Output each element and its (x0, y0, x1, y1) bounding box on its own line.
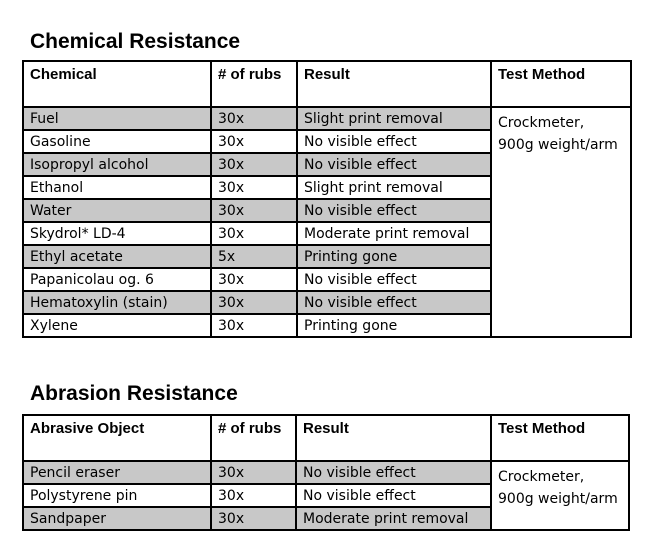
chemical-name-cell: Skydrol* LD-4 (22, 221, 212, 246)
table-row: Papanicolau og. 6 30x No visible effect (22, 267, 631, 292)
result-cell: Slight print removal (296, 175, 492, 200)
column-header-test-method: Test Method (490, 414, 630, 462)
column-header-test-method: Test Method (490, 60, 632, 108)
result-cell: No visible effect (296, 198, 492, 223)
result-cell: No visible effect (296, 267, 492, 292)
test-method-line: 900g weight/arm (498, 137, 618, 153)
rubs-cell: 30x (210, 221, 298, 246)
chemical-name-cell: Hematoxylin (stain) (22, 290, 212, 315)
column-header-result: Result (295, 414, 492, 462)
table-row: Ethyl acetate 5x Printing gone (22, 244, 631, 269)
result-cell: No visible effect (295, 460, 492, 485)
abrasive-object-cell: Polystyrene pin (22, 483, 212, 508)
result-cell: Moderate print removal (295, 506, 492, 531)
abrasion-resistance-title: Abrasion Resistance (30, 382, 238, 405)
table-row: Isopropyl alcohol 30x No visible effect (22, 152, 631, 177)
rubs-cell: 5x (210, 244, 298, 269)
rubs-cell: 30x (210, 506, 297, 531)
table-row: Skydrol* LD-4 30x Moderate print removal (22, 221, 631, 246)
rubs-cell: 30x (210, 106, 298, 131)
rubs-cell: 30x (210, 460, 297, 485)
table-header-row: Chemical # of rubs Result Test Method (22, 60, 632, 108)
abrasive-object-cell: Sandpaper (22, 506, 212, 531)
test-method-line: 900g weight/arm (498, 491, 618, 507)
rubs-cell: 30x (210, 152, 298, 177)
table-row: Polystyrene pin 30x No visible effect (22, 483, 629, 508)
table-row: Pencil eraser 30x No visible effect Croc… (22, 460, 630, 531)
chemical-name-cell: Water (22, 198, 212, 223)
abrasive-object-cell: Pencil eraser (22, 460, 212, 485)
rubs-cell: 30x (210, 313, 298, 338)
table-row: Hematoxylin (stain) 30x No visible effec… (22, 290, 631, 315)
result-cell: No visible effect (296, 290, 492, 315)
column-header-chemical: Chemical (22, 60, 212, 108)
table-row: Gasoline 30x No visible effect (22, 129, 631, 154)
table-row: Xylene 30x Printing gone (22, 313, 631, 338)
rubs-cell: 30x (210, 175, 298, 200)
table-row: Water 30x No visible effect (22, 198, 631, 223)
result-cell: Slight print removal (296, 106, 492, 131)
chemical-name-cell: Papanicolau og. 6 (22, 267, 212, 292)
test-method-line: Crockmeter, (498, 115, 585, 131)
table-header-row: Abrasive Object # of rubs Result Test Me… (22, 414, 630, 462)
column-header-abrasive-object: Abrasive Object (22, 414, 212, 462)
result-cell: Printing gone (296, 244, 492, 269)
test-method-line: Crockmeter, (498, 469, 585, 485)
chemical-name-cell: Fuel (22, 106, 212, 131)
rubs-cell: 30x (210, 483, 297, 508)
table-row: Fuel 30x Slight print removal Crockmeter… (22, 106, 632, 338)
result-cell: No visible effect (296, 129, 492, 154)
chemical-name-cell: Gasoline (22, 129, 212, 154)
result-cell: Moderate print removal (296, 221, 492, 246)
chemical-resistance-table: Chemical # of rubs Result Test Method Fu… (22, 60, 632, 338)
table-row: Ethanol 30x Slight print removal (22, 175, 631, 200)
column-header-rubs: # of rubs (210, 60, 298, 108)
column-header-result: Result (296, 60, 492, 108)
chemical-name-cell: Ethanol (22, 175, 212, 200)
chemical-name-cell: Isopropyl alcohol (22, 152, 212, 177)
test-method-cell: Crockmeter, 900g weight/arm (490, 106, 632, 338)
result-cell: No visible effect (296, 152, 492, 177)
column-header-rubs: # of rubs (210, 414, 297, 462)
chemical-resistance-title: Chemical Resistance (30, 30, 241, 53)
rubs-cell: 30x (210, 290, 298, 315)
rubs-cell: 30x (210, 129, 298, 154)
abrasion-resistance-table: Abrasive Object # of rubs Result Test Me… (22, 414, 630, 531)
test-method-cell: Crockmeter, 900g weight/arm (490, 460, 630, 531)
rubs-cell: 30x (210, 267, 298, 292)
result-cell: No visible effect (295, 483, 492, 508)
chemical-name-cell: Ethyl acetate (22, 244, 212, 269)
table-row: Sandpaper 30x Moderate print removal (22, 506, 629, 531)
result-cell: Printing gone (296, 313, 492, 338)
chemical-name-cell: Xylene (22, 313, 212, 338)
rubs-cell: 30x (210, 198, 298, 223)
